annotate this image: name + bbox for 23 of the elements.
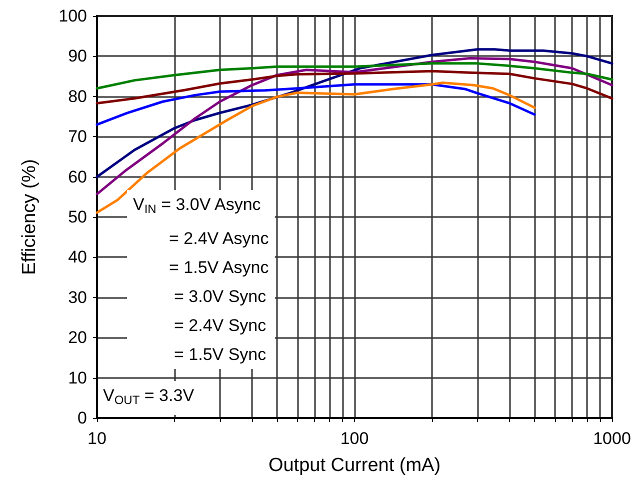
y-tick-label: 40 [68, 248, 87, 267]
annotation: = 1.5V Async [168, 257, 269, 279]
y-axis-title: Efficiency (%) [19, 159, 40, 275]
y-tick-label: 50 [68, 208, 87, 226]
y-tick-label: 10 [68, 368, 87, 388]
y-tick-label: 90 [68, 46, 87, 66]
annotation: = 2.4V Async [168, 228, 269, 250]
y-tick-label: 60 [68, 167, 87, 186]
x-tick-label: 100 [340, 429, 369, 448]
y-tick-label: 20 [68, 328, 87, 348]
y-tick-label: 0 [78, 408, 87, 428]
y-tick-label: 70 [68, 127, 87, 146]
annotation: V$_{OUT}$ = 3.3V [100, 381, 198, 415]
annotation: = 1.5V Sync [173, 344, 268, 366]
annotation: V$_{IN}$ = 3.0V Async [133, 194, 262, 218]
annotation: = 3.0V Sync [173, 286, 268, 308]
y-tick-label: 30 [68, 288, 87, 307]
x-axis-title: Output Current (mA) [268, 455, 441, 476]
y-tick-label: 100 [58, 6, 87, 26]
annotation: = 2.4V Sync [173, 315, 268, 337]
x-tick-label: 1000 [593, 429, 631, 448]
x-tick-label: 10 [88, 429, 106, 448]
y-tick-label: 80 [68, 86, 87, 106]
